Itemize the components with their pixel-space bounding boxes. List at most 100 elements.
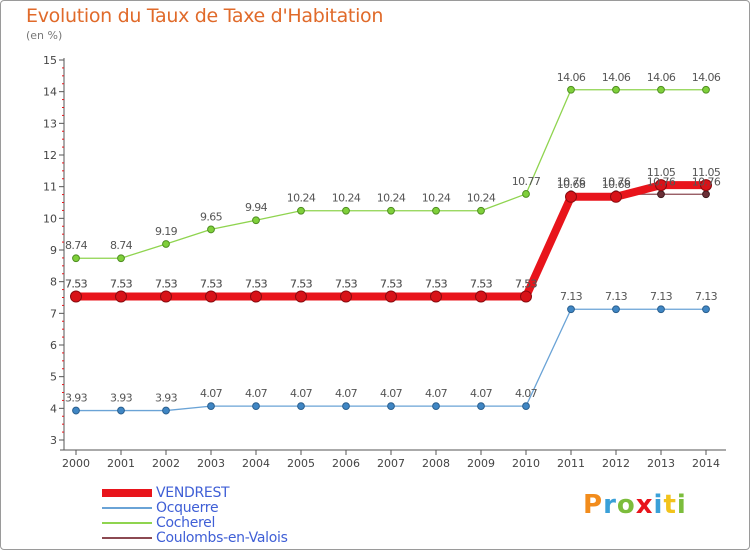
data-label-ocquerre: 4.07 (200, 387, 223, 400)
data-label-vendrest: 10.68 (557, 178, 586, 191)
x-tick-label: 2008 (422, 457, 450, 470)
y-tick-label: 7 (50, 307, 57, 320)
x-tick-label: 2005 (287, 457, 315, 470)
x-tick-label: 2010 (512, 457, 540, 470)
y-tick-label: 4 (50, 402, 57, 415)
data-point-vendrest (700, 179, 712, 192)
data-point-cocherel (477, 206, 485, 215)
data-label-coulombs-en-valois: 7.53 (470, 278, 493, 291)
data-point-vendrest (655, 179, 667, 192)
data-point-ocquerre (612, 305, 620, 314)
data-point-cocherel (522, 190, 530, 198)
data-point-cocherel (432, 206, 440, 215)
legend-item-vendrest: VENDREST (102, 485, 230, 501)
data-label-cocherel: 9.65 (200, 210, 223, 223)
logo-letter: i (676, 490, 687, 520)
data-point-cocherel (297, 206, 305, 215)
y-tick-label: 12 (43, 149, 57, 162)
legend-label: Cocherel (156, 515, 216, 531)
data-label-coulombs-en-valois: 10.76 (692, 175, 721, 188)
data-label-coulombs-en-valois: 7.53 (335, 278, 358, 291)
data-label-ocquerre: 7.13 (650, 290, 673, 303)
logo-letter: t (663, 490, 677, 520)
data-label-ocquerre: 4.07 (470, 387, 493, 400)
data-point-cocherel (657, 85, 665, 94)
data-point-ocquerre (432, 402, 440, 411)
legend-label: VENDREST (156, 485, 230, 501)
logo-letter: r (603, 490, 617, 520)
data-point-ocquerre (252, 402, 260, 411)
data-label-coulombs-en-valois: 7.53 (515, 278, 538, 291)
data-label-vendrest: 11.05 (692, 166, 721, 179)
data-label-cocherel: 10.24 (377, 192, 406, 205)
legend-item-cocherel: Cocherel (102, 515, 216, 531)
x-tick-label: 2002 (152, 457, 180, 470)
y-tick-label: 9 (50, 244, 57, 257)
data-label-vendrest: 7.53 (245, 278, 268, 291)
data-point-vendrest (430, 290, 442, 303)
data-point-ocquerre (567, 305, 575, 314)
x-tick-label: 2007 (377, 457, 405, 470)
data-label-cocherel: 8.74 (110, 239, 133, 252)
data-label-cocherel: 14.06 (692, 71, 721, 84)
data-label-ocquerre: 4.07 (290, 387, 313, 400)
y-tick-label: 15 (43, 54, 57, 67)
data-label-cocherel: 10.24 (332, 192, 361, 205)
data-label-cocherel: 9.19 (155, 225, 178, 238)
y-tick-label: 5 (50, 371, 57, 384)
data-label-coulombs-en-valois: 7.53 (380, 278, 403, 291)
data-point-cocherel (612, 85, 620, 94)
data-label-coulombs-en-valois: 7.53 (110, 278, 133, 291)
legend-swatch (102, 507, 152, 509)
x-tick-label: 2006 (332, 457, 360, 470)
y-tick-label: 10 (43, 212, 57, 225)
data-label-vendrest: 7.53 (110, 278, 133, 291)
data-point-vendrest (520, 290, 532, 303)
data-point-cocherel (252, 216, 260, 225)
legend-item-ocquerre: Ocquerre (102, 500, 219, 516)
data-point-ocquerre (117, 406, 125, 415)
data-point-coulombs-en-valois (702, 190, 710, 199)
x-tick-label: 2003 (197, 457, 225, 470)
data-label-cocherel: 10.77 (512, 175, 541, 188)
data-point-ocquerre (702, 305, 710, 314)
y-tick-label: 3 (50, 434, 57, 447)
legend-label: Ocquerre (156, 500, 219, 516)
data-label-vendrest: 7.53 (380, 278, 403, 291)
data-point-vendrest (160, 290, 172, 303)
data-label-coulombs-en-valois: 7.53 (425, 278, 448, 291)
data-label-coulombs-en-valois: 7.53 (290, 278, 313, 291)
legend-label: Coulombs-en-Valois (156, 530, 288, 546)
chart-subtitle: (en %) (26, 29, 63, 42)
x-tick-label: 2011 (557, 457, 585, 470)
data-point-ocquerre (387, 402, 395, 411)
data-point-vendrest (205, 290, 217, 303)
data-point-vendrest (295, 290, 307, 303)
y-tick-label: 11 (43, 181, 57, 194)
data-point-vendrest (610, 190, 622, 203)
data-point-ocquerre (342, 402, 350, 411)
data-point-ocquerre (297, 402, 305, 411)
data-label-coulombs-en-valois: 10.76 (602, 175, 631, 188)
data-point-cocherel (117, 254, 125, 263)
data-point-cocherel (162, 240, 170, 248)
legend-item-coulombs-en-valois: Coulombs-en-Valois (102, 530, 288, 546)
data-label-ocquerre: 3.93 (65, 392, 88, 405)
y-tick-label: 14 (43, 86, 57, 99)
proxiti-logo: Proxiti (583, 490, 687, 520)
legend-swatch (102, 522, 152, 524)
data-point-cocherel (72, 254, 80, 263)
logo-letter: o (616, 490, 636, 520)
data-label-vendrest: 7.53 (290, 278, 313, 291)
data-label-coulombs-en-valois: 10.76 (647, 175, 676, 188)
data-label-vendrest: 7.53 (65, 278, 88, 291)
x-tick-label: 2014 (692, 457, 720, 470)
data-label-ocquerre: 3.93 (110, 392, 133, 405)
x-tick-label: 2009 (467, 457, 495, 470)
data-point-vendrest (250, 290, 262, 303)
data-label-ocquerre: 4.07 (380, 387, 403, 400)
data-label-vendrest: 10.68 (602, 178, 631, 191)
chart-title: Evolution du Taux de Taxe d'Habitation (26, 5, 384, 27)
data-point-ocquerre (522, 402, 530, 411)
data-label-coulombs-en-valois: 7.53 (65, 278, 88, 291)
